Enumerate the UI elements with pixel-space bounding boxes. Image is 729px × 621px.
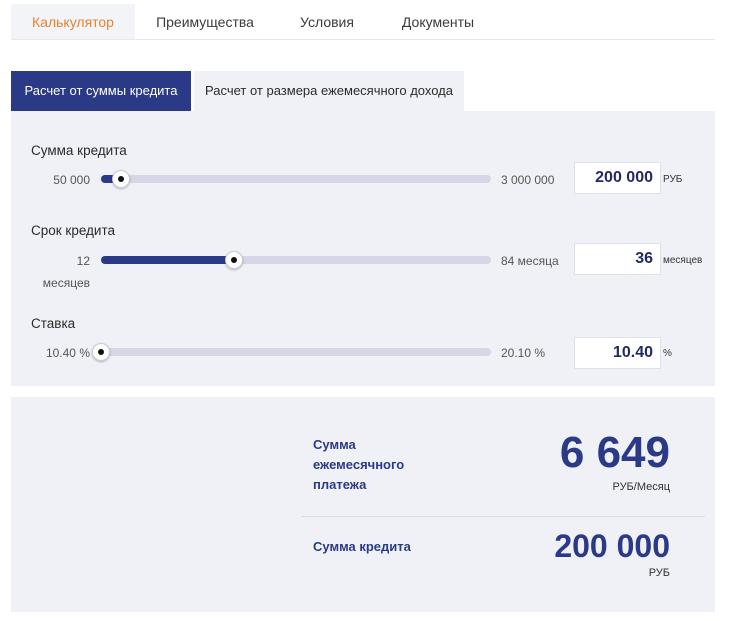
term-input[interactable]: 36 (574, 243, 661, 275)
loan-amount-result-unit: РУБ (648, 567, 670, 579)
top-nav: Калькулятор Преимущества Условия Докумен… (11, 4, 715, 40)
rate-slider-handle[interactable] (92, 343, 110, 361)
loan-amount-result-label: Сумма кредита (313, 539, 411, 554)
rate-input[interactable]: 10.40 (574, 337, 661, 369)
term-min-unit: месяцев (42, 276, 90, 290)
amount-slider-fill (101, 175, 121, 183)
rate-slider[interactable] (92, 343, 491, 361)
loan-amount-result-value: 200 000 (554, 528, 670, 564)
tab-advantages[interactable]: Преимущества (156, 14, 254, 30)
tab-documents[interactable]: Документы (401, 14, 475, 30)
amount-min: 50 000 (53, 173, 90, 187)
term-max: 84 месяца (501, 254, 559, 268)
mode-tab-by-amount[interactable]: Расчет от суммы кредита (11, 71, 191, 111)
amount-slider-handle[interactable] (111, 170, 130, 188)
amount-unit: РУБ (663, 174, 683, 185)
monthly-payment-label-line3: платежа (313, 477, 367, 492)
rate-min: 10.40 % (45, 346, 90, 360)
term-slider-handle[interactable] (224, 251, 243, 269)
amount-input[interactable]: 200 000 (574, 162, 661, 194)
amount-slider[interactable] (101, 170, 491, 188)
result-divider (301, 516, 705, 517)
result-panel (11, 397, 715, 612)
term-unit: месяцев (663, 255, 703, 266)
monthly-payment-value: 6 649 (559, 428, 670, 477)
term-label: Срок кредита (31, 223, 116, 238)
term-slider-fill (101, 256, 234, 264)
rate-unit: % (663, 348, 672, 359)
tab-conditions[interactable]: Условия (300, 14, 354, 30)
mode-tab-by-income[interactable]: Расчет от размера ежемесячного дохода (194, 71, 464, 111)
amount-label: Сумма кредита (31, 143, 127, 158)
term-slider[interactable] (101, 251, 491, 269)
rate-label: Ставка (31, 316, 76, 331)
monthly-payment-label-line1: Сумма (313, 437, 356, 452)
term-min-value: 12 (76, 254, 90, 268)
rate-max: 20.10 % (501, 346, 546, 360)
monthly-payment-unit: РУБ/Месяц (612, 481, 670, 493)
tab-calculator[interactable]: Калькулятор (11, 4, 135, 40)
monthly-payment-label-line2: ежемесячного (313, 457, 405, 472)
amount-max: 3 000 000 (501, 173, 555, 187)
